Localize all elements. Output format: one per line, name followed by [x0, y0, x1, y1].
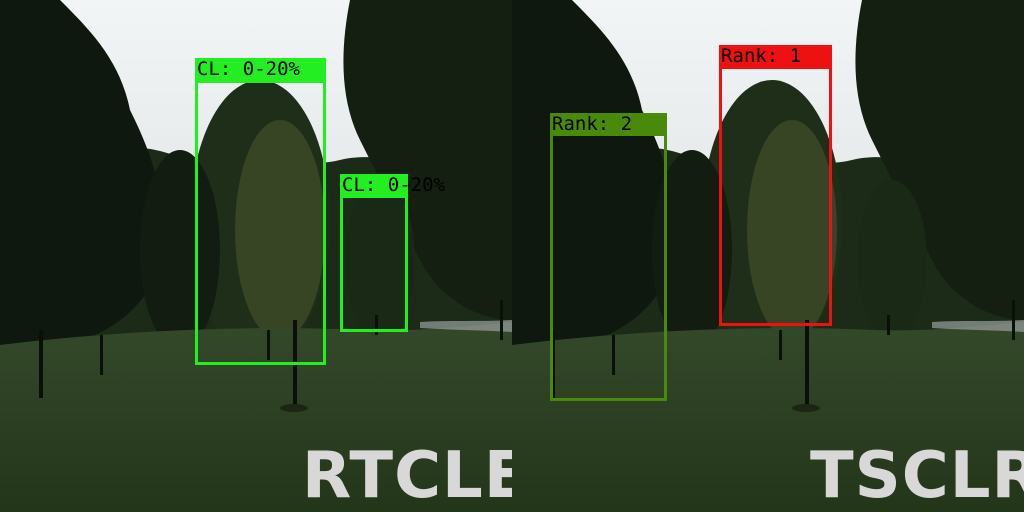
panel-title-right: TSCLR	[810, 439, 1024, 512]
rank-label-text-1: Rank: 1	[721, 45, 802, 67]
detection-label-text-1: CL: 0-20%	[197, 58, 300, 80]
detection-box-1	[195, 80, 326, 365]
right-panel: Rank: 2 Rank: 1 TSCLR	[512, 0, 1024, 512]
detection-label-1: CL: 0-20%	[195, 58, 326, 80]
park-scene-image-left	[0, 0, 512, 512]
park-scene-image-right	[512, 0, 1024, 512]
detection-box-2	[340, 195, 408, 332]
detection-label-text-2: CL: 0-20%	[342, 174, 445, 196]
rank-label-text-2: Rank: 2	[552, 113, 633, 135]
rank-box-1	[719, 66, 832, 326]
rank-box-2	[550, 133, 667, 401]
rank-label-2: Rank: 2	[550, 113, 667, 135]
panel-title-left: RTCLE	[302, 439, 512, 512]
detection-label-2: CL: 0-20%	[340, 174, 445, 196]
left-panel: CL: 0-20% CL: 0-20% RTCLE	[0, 0, 512, 512]
rank-label-1: Rank: 1	[719, 45, 832, 67]
